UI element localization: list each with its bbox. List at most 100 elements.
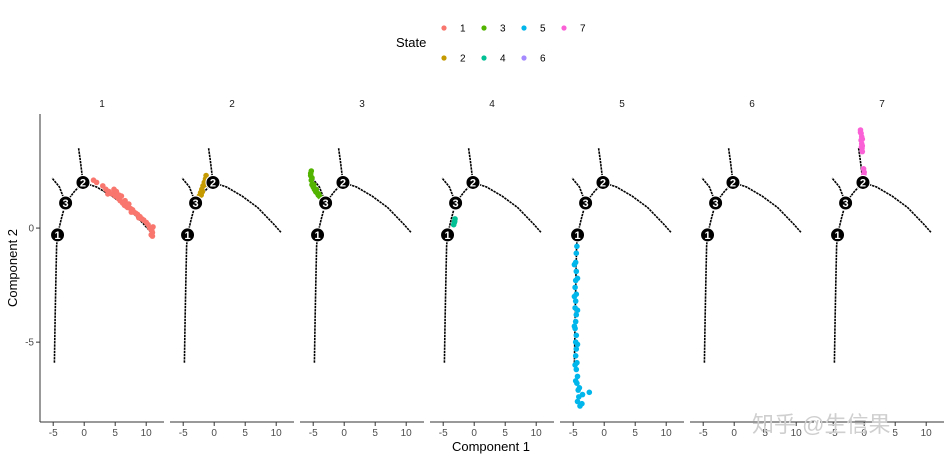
cell-point — [574, 243, 580, 250]
legend-label-4: 4 — [500, 54, 506, 65]
cell-point — [574, 373, 581, 380]
x-tick-label: 0 — [81, 428, 87, 439]
branch-node-label-1: 1 — [444, 230, 450, 242]
cell-point — [571, 261, 578, 268]
x-tick-label: 0 — [731, 428, 737, 439]
x-tick-label: -5 — [699, 428, 708, 439]
cell-point — [136, 215, 142, 221]
x-tick-label: 10 — [921, 428, 933, 439]
branch-node-2 — [855, 174, 871, 190]
legend-key-4 — [481, 55, 487, 61]
branch-node-label-2: 2 — [210, 177, 216, 189]
cell-point — [572, 284, 578, 291]
branch-node-label-2: 2 — [730, 177, 736, 189]
cell-point — [572, 318, 579, 325]
branch-node-3 — [578, 195, 594, 211]
legend: State 1 2 3 4 5 6 7 — [396, 24, 586, 65]
cell-point — [573, 366, 580, 373]
branch-node-label-1: 1 — [184, 230, 190, 242]
cell-point — [573, 268, 580, 275]
x-tick-label: 0 — [211, 428, 217, 439]
branch-node-label-3: 3 — [323, 198, 329, 210]
branch-node-label-3: 3 — [453, 198, 459, 210]
legend-key-5 — [521, 25, 527, 31]
x-tick-label: 0 — [341, 428, 347, 439]
panel-label-3: 3 — [359, 99, 365, 110]
x-tick-label: 5 — [242, 428, 248, 439]
branch-node-1 — [180, 227, 196, 243]
x-tick-label: 5 — [632, 428, 638, 439]
trajectory-line — [443, 234, 449, 363]
trajectory-line — [602, 181, 672, 234]
cell-point — [105, 191, 111, 197]
cell-point — [859, 148, 866, 155]
legend-title: State — [396, 35, 426, 50]
x-tick-label: -5 — [829, 428, 838, 439]
panel-label-7: 7 — [879, 99, 885, 110]
panel-label-4: 4 — [489, 99, 495, 110]
branch-node-2 — [335, 174, 351, 190]
cell-point — [857, 129, 864, 136]
branch-node-label-2: 2 — [600, 177, 606, 189]
cell-point — [116, 192, 122, 198]
branch-node-1 — [310, 227, 326, 243]
legend-label-1: 1 — [460, 24, 466, 35]
branch-node-label-2: 2 — [340, 177, 346, 189]
branch-node-3 — [708, 195, 724, 211]
branch-node-3 — [838, 195, 854, 211]
branch-node-1 — [50, 227, 66, 243]
cell-point — [572, 353, 579, 359]
cell-point — [128, 209, 135, 215]
trajectory-line — [571, 177, 587, 204]
panel-label-2: 2 — [229, 99, 235, 110]
cell-point — [573, 312, 580, 318]
cell-point — [574, 275, 581, 282]
x-tick-label: 5 — [502, 428, 508, 439]
cell-point — [307, 170, 314, 177]
branch-node-1 — [700, 227, 716, 243]
branch-node-label-3: 3 — [713, 198, 719, 210]
cell-point — [122, 197, 128, 204]
cell-point — [858, 144, 865, 150]
cell-point — [576, 385, 583, 391]
branch-node-2 — [725, 174, 741, 190]
x-tick-label: -5 — [309, 428, 318, 439]
cell-point — [148, 232, 154, 238]
trajectory-line — [181, 177, 197, 204]
y-tick-label: 0 — [28, 224, 34, 235]
cell-point — [573, 250, 580, 256]
cell-point — [586, 389, 593, 396]
cell-point — [579, 400, 585, 407]
x-tick-label: 5 — [372, 428, 378, 439]
cell-point — [451, 218, 458, 224]
branch-node-3 — [448, 195, 464, 211]
x-tick-label: 5 — [112, 428, 118, 439]
trajectory-line — [53, 234, 59, 363]
cell-point — [571, 293, 578, 300]
x-tick-label: 0 — [601, 428, 607, 439]
branch-node-2 — [75, 174, 91, 190]
cell-point — [203, 172, 209, 179]
x-axis-title: Component 1 — [452, 439, 530, 454]
branch-node-2 — [595, 174, 611, 190]
panel-label-1: 1 — [99, 99, 105, 110]
trajectory-line — [313, 234, 319, 363]
cell-point — [198, 192, 204, 198]
branch-node-label-3: 3 — [63, 198, 69, 210]
trajectory-line — [703, 234, 709, 363]
branch-node-label-2: 2 — [860, 177, 866, 189]
branch-node-3 — [188, 195, 204, 211]
branch-node-label-2: 2 — [470, 177, 476, 189]
cell-point — [579, 391, 586, 398]
branch-node-1 — [570, 227, 586, 243]
legend-key-6 — [521, 55, 527, 61]
cell-point — [573, 332, 580, 339]
branch-node-1 — [830, 227, 846, 243]
x-tick-label: 5 — [892, 428, 898, 439]
branch-node-3 — [318, 195, 334, 211]
cell-point — [859, 136, 866, 142]
branch-node-label-1: 1 — [574, 230, 580, 242]
panel-5: 5 -5 0 5 10 1 23 — [560, 99, 684, 439]
